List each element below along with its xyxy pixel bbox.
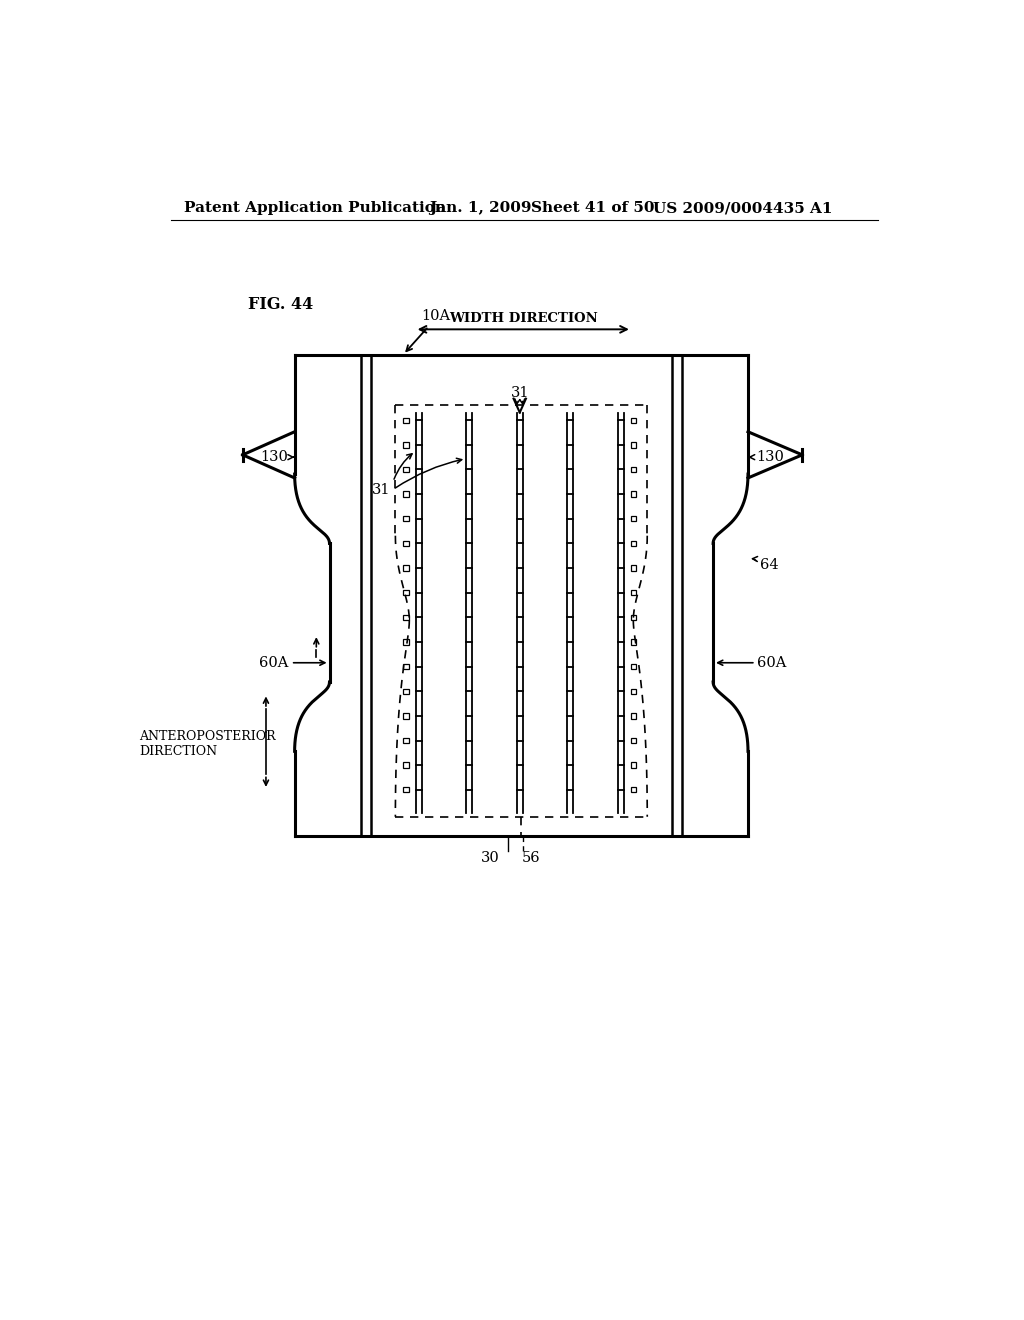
Bar <box>403 467 409 473</box>
Bar <box>403 615 409 620</box>
Bar <box>403 491 409 496</box>
Bar <box>403 763 409 768</box>
Bar <box>631 738 636 743</box>
Text: 130: 130 <box>260 450 289 465</box>
Bar <box>631 639 636 644</box>
Bar <box>403 590 409 595</box>
Text: 31: 31 <box>372 483 390 496</box>
Bar <box>403 787 409 792</box>
Text: 10A: 10A <box>421 309 451 323</box>
Text: US 2009/0004435 A1: US 2009/0004435 A1 <box>653 202 833 215</box>
Bar <box>403 541 409 546</box>
Bar <box>403 689 409 694</box>
Bar <box>403 442 409 447</box>
Bar <box>631 467 636 473</box>
Bar <box>403 713 409 718</box>
Bar <box>631 689 636 694</box>
Bar <box>631 664 636 669</box>
Bar <box>631 787 636 792</box>
Text: 56: 56 <box>521 850 541 865</box>
Bar <box>403 417 409 422</box>
Bar <box>631 615 636 620</box>
Text: WIDTH DIRECTION: WIDTH DIRECTION <box>449 312 598 325</box>
Bar <box>631 541 636 546</box>
Bar <box>631 565 636 570</box>
Bar <box>631 763 636 768</box>
Text: Patent Application Publication: Patent Application Publication <box>183 202 445 215</box>
Bar <box>631 713 636 718</box>
Bar <box>631 442 636 447</box>
Text: 30: 30 <box>480 850 500 865</box>
Bar <box>403 565 409 570</box>
Bar <box>631 590 636 595</box>
Bar <box>403 738 409 743</box>
Text: 64: 64 <box>760 558 778 572</box>
Text: 60A: 60A <box>259 656 289 669</box>
Bar <box>631 491 636 496</box>
Text: 60A: 60A <box>758 656 786 669</box>
Bar <box>403 516 409 521</box>
Bar <box>403 639 409 644</box>
Bar <box>631 417 636 422</box>
Text: 130: 130 <box>756 450 783 465</box>
Bar <box>631 516 636 521</box>
Text: FIG. 44: FIG. 44 <box>248 296 313 313</box>
Text: ANTEROPOSTERIOR
DIRECTION: ANTEROPOSTERIOR DIRECTION <box>139 730 276 758</box>
Text: Jan. 1, 2009: Jan. 1, 2009 <box>429 202 531 215</box>
Bar <box>403 664 409 669</box>
Text: Sheet 41 of 50: Sheet 41 of 50 <box>531 202 654 215</box>
Text: 31: 31 <box>511 387 529 400</box>
